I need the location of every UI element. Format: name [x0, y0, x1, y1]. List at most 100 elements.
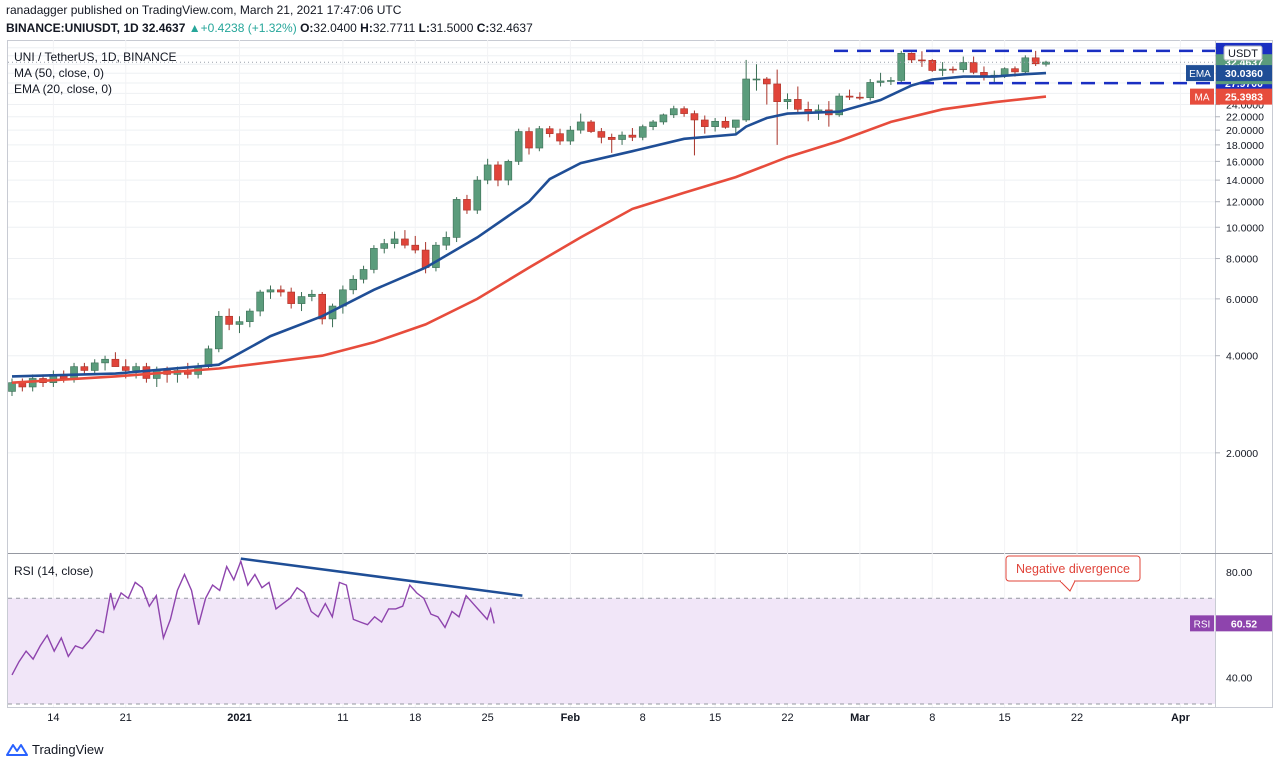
candle-down: [494, 164, 502, 181]
candle-down: [1011, 68, 1019, 73]
candle-up: [504, 161, 513, 181]
price-tick-label: 12.0000: [1226, 197, 1264, 209]
time-tick-label: 15: [999, 712, 1011, 724]
candle-down: [111, 358, 120, 367]
price-tick-label: 2.0000: [1226, 448, 1258, 460]
candle-down: [318, 293, 327, 320]
ma-value-tag-text: 25.3983: [1225, 92, 1263, 104]
candle-up: [876, 80, 885, 83]
time-tick-label: 22: [1071, 712, 1083, 724]
candle-up: [1000, 68, 1009, 76]
time-tick-label: Mar: [850, 712, 870, 724]
price-tick-label: 22.0000: [1226, 112, 1264, 124]
candle-up: [483, 164, 492, 181]
time-tick-label: 18: [409, 712, 421, 724]
currency-box: [1223, 45, 1263, 61]
time-tick-label: 21: [120, 712, 132, 724]
candle-down: [1031, 57, 1040, 65]
callout-pointer: [1059, 580, 1076, 592]
candle-up: [959, 62, 968, 70]
open-label: O:: [300, 21, 314, 35]
last-price: 32.4637: [142, 21, 186, 35]
candle-up: [204, 348, 213, 367]
candle-up: [297, 296, 306, 304]
time-tick-label: 2021: [227, 712, 251, 724]
price-tick-label: 18.0000: [1226, 140, 1264, 152]
candle-up: [308, 293, 316, 297]
price-tick-label: 6.0000: [1226, 294, 1258, 306]
candle-up: [576, 121, 585, 131]
candle-down: [401, 238, 409, 246]
price-axis: 36.000034.000032.000030.000028.000026.00…: [1215, 43, 1264, 460]
candle-up: [380, 243, 389, 249]
candle-up: [783, 99, 792, 102]
candle-down: [856, 96, 864, 99]
candle-up: [246, 310, 254, 322]
candle-up: [442, 237, 451, 246]
close-label: C:: [476, 21, 490, 35]
rsi-pane: 80.00 40.00 60.52 RSI: [8, 557, 1272, 705]
rsi-line: [11, 559, 495, 676]
symbol-label: BINANCE:UNIUSDT, 1D: [6, 21, 139, 35]
candle-down: [607, 136, 616, 140]
up-triangle-icon: ▲: [188, 21, 201, 35]
time-tick-label: 25: [482, 712, 494, 724]
candle-up: [235, 321, 244, 325]
candle-up: [1042, 61, 1050, 65]
time-tick-label: 8: [640, 712, 646, 724]
candle-up: [215, 315, 223, 350]
time-tick-label: 15: [709, 712, 721, 724]
price-tick-label: 16.0000: [1226, 156, 1264, 168]
candle-up: [742, 78, 750, 121]
candle-down: [969, 62, 978, 73]
rsi-tick-label: 80.00: [1226, 567, 1252, 579]
candle-up: [70, 366, 78, 379]
footer[interactable]: TradingView: [6, 740, 104, 758]
candle-up: [638, 126, 647, 138]
candle-down: [763, 78, 771, 85]
time-tick-label: 14: [47, 712, 59, 724]
candle-up: [649, 121, 657, 127]
candle-down: [700, 119, 709, 127]
candle-up: [432, 244, 440, 268]
ma50-line: [11, 95, 1047, 384]
currency-label: USDT: [1228, 48, 1258, 60]
rsi-value-text: 60.52: [1231, 618, 1257, 630]
high-label: H:: [360, 21, 373, 35]
candle-up: [452, 199, 461, 238]
ema20-line: [11, 71, 1047, 378]
candle-down: [773, 83, 781, 102]
time-axis: 14 21 2021 11 18 25 Feb 8 15 22 Mar 8 15 22 Apr: [47, 712, 1190, 724]
candle-down: [463, 199, 471, 211]
candle-down: [556, 133, 564, 142]
legend-title: UNI / TetherUS, 1D, BINANCE: [14, 50, 177, 64]
time-tick-label: 11: [337, 712, 348, 724]
candle-down: [907, 52, 916, 61]
rsi-band: [8, 598, 1215, 704]
time-tick-label: Apr: [1171, 712, 1191, 724]
ma-label-text: MA: [1195, 93, 1210, 104]
candle-up: [473, 179, 482, 211]
candle-down: [225, 315, 233, 325]
candle-down: [525, 131, 533, 149]
price-tick-label: 4.0000: [1226, 351, 1258, 363]
price-change: +0.4238 (+1.32%): [200, 21, 297, 35]
candle-up: [349, 278, 358, 291]
candle-down: [680, 108, 688, 114]
candle-up: [359, 269, 368, 280]
candle-down: [287, 291, 295, 304]
time-tick-label: 22: [781, 712, 793, 724]
price-tick-label: 8.0000: [1226, 254, 1258, 266]
candle-up: [659, 114, 668, 123]
tradingview-logo-icon: [6, 744, 28, 756]
candle-up: [887, 80, 895, 82]
candle-up: [514, 131, 523, 162]
candle-up: [1021, 57, 1030, 73]
symbol-ohlc-line: BINANCE:UNIUSDT, 1D 32.4637 ▲+0.4238 (+1…: [6, 21, 533, 35]
footer-brand: TradingView: [32, 741, 104, 757]
candle-up: [866, 82, 875, 99]
candle-down: [628, 134, 637, 138]
candle-up: [566, 129, 575, 142]
candle-down: [794, 99, 802, 110]
